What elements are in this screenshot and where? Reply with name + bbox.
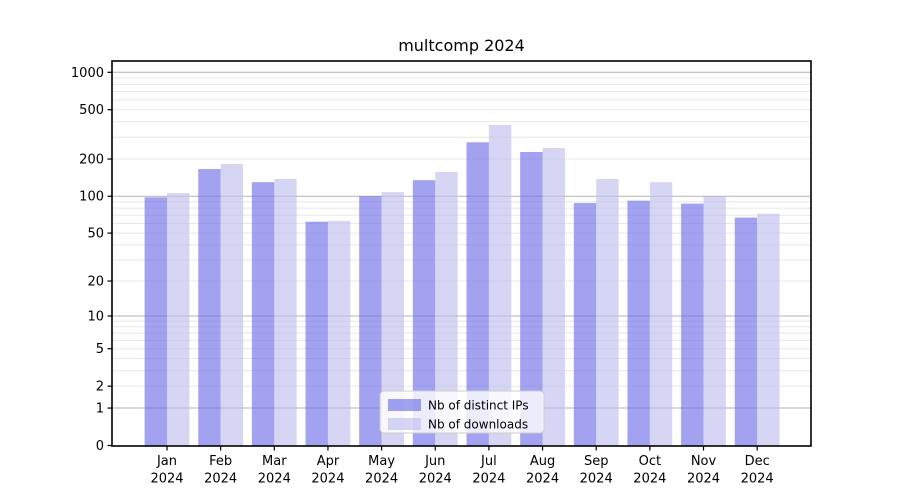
bar-distinct-ips: [144, 197, 167, 446]
x-tick-label-month: Jan: [156, 454, 177, 469]
bar-downloads: [274, 178, 297, 446]
bar-distinct-ips: [734, 217, 758, 446]
x-tick-label-year: 2024: [687, 472, 720, 487]
x-tick-label-month: Oct: [639, 454, 661, 469]
y-tick-label: 0: [96, 439, 104, 454]
bar-distinct-ips: [573, 203, 597, 446]
y-tick-label: 200: [79, 153, 104, 168]
x-tick-label-year: 2024: [204, 472, 237, 487]
x-tick-label-year: 2024: [633, 472, 666, 487]
bar-distinct-ips: [198, 169, 221, 446]
y-tick-label: 1: [96, 402, 104, 417]
bar-distinct-ips: [520, 151, 543, 446]
bar-downloads: [381, 192, 404, 446]
y-tick-label: 50: [87, 227, 104, 242]
x-tick-label-year: 2024: [365, 472, 398, 487]
x-tick-label-month: May: [368, 454, 395, 469]
bar-downloads: [220, 164, 244, 446]
bar-distinct-ips: [681, 203, 704, 446]
plot-border: [111, 60, 812, 447]
bar-distinct-ips: [305, 221, 328, 446]
x-tick-label-year: 2024: [526, 472, 559, 487]
bar-downloads: [435, 172, 458, 446]
bar-distinct-ips: [466, 142, 489, 446]
legend-label-distinct-ips: Nb of distinct IPs: [428, 399, 529, 413]
y-tick-label: 500: [79, 103, 104, 118]
legend-swatch-downloads: [388, 418, 421, 430]
bars: [144, 124, 780, 446]
y-tick-label: 2: [96, 380, 104, 395]
x-tick-label-year: 2024: [150, 472, 183, 487]
x-tick-label-month: Dec: [745, 454, 770, 469]
x-tick-label-year: 2024: [419, 472, 452, 487]
bar-downloads: [703, 196, 726, 446]
chart-title: multcomp 2024: [398, 36, 525, 55]
bar-downloads: [757, 213, 780, 446]
y-tick-label: 5: [96, 342, 104, 357]
legend-label-downloads: Nb of downloads: [428, 418, 528, 432]
x-tick-label-year: 2024: [580, 472, 613, 487]
bar-distinct-ips: [251, 182, 275, 446]
bar-downloads: [596, 178, 619, 446]
bar-downloads: [167, 193, 190, 446]
x-tick-label-year: 2024: [472, 472, 505, 487]
legend: Nb of distinct IPs Nb of downloads: [379, 390, 545, 434]
x-tick-label-month: Apr: [317, 454, 340, 469]
x-tick-label-month: Jul: [480, 454, 497, 469]
bar-downloads: [488, 124, 512, 446]
x-tick-label-year: 2024: [741, 472, 774, 487]
x-tick-label-year: 2024: [258, 472, 291, 487]
y-tick-label: 1000: [71, 66, 104, 81]
x-tick-label-month: Aug: [530, 454, 555, 469]
x-tick-label-year: 2024: [311, 472, 344, 487]
legend-swatch-distinct-ips: [388, 399, 421, 411]
x-tick-label-month: Jun: [424, 454, 445, 469]
y-tick-label: 20: [87, 275, 104, 290]
x-tick-label-month: Sep: [584, 454, 609, 469]
y-tick-label: 100: [79, 190, 104, 205]
x-axis: Jan 2024 Feb 2024 Mar 2024 Apr 2024 May 2024 Jun 20…: [150, 446, 774, 487]
bar-distinct-ips: [359, 196, 382, 446]
bar-downloads: [327, 220, 351, 446]
x-tick-label-month: Mar: [262, 454, 287, 469]
bar-distinct-ips: [627, 200, 650, 446]
x-tick-label-month: Nov: [691, 454, 717, 469]
y-tick-label: 10: [87, 309, 104, 324]
bar-downloads: [542, 148, 565, 446]
bar-distinct-ips: [412, 180, 436, 446]
bar-downloads: [649, 182, 673, 446]
x-tick-label-month: Feb: [209, 454, 232, 469]
